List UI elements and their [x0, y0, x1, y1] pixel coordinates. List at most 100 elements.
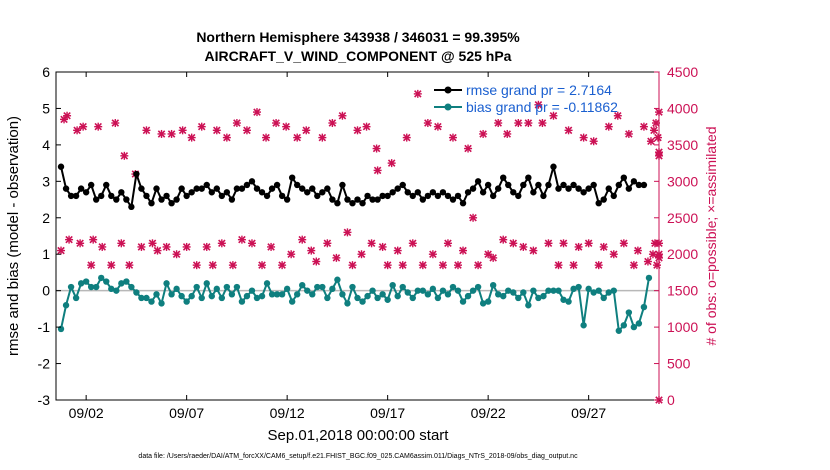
obs-count-marker	[514, 119, 523, 128]
obs-count-marker	[125, 261, 134, 270]
rmse-marker	[570, 181, 577, 189]
obs-count-marker	[197, 122, 206, 131]
rmse-marker	[510, 189, 517, 196]
rmse-marker	[449, 196, 457, 203]
rmse-marker	[143, 192, 150, 200]
bias-marker	[585, 285, 592, 293]
bias-marker	[535, 294, 542, 302]
obs-count-marker	[98, 242, 107, 251]
obs-count-marker	[464, 144, 473, 153]
obs-count-marker	[653, 133, 662, 142]
bias-marker	[98, 274, 105, 282]
rmse-marker	[218, 192, 226, 200]
obs-count-marker	[479, 129, 488, 138]
bias-marker	[178, 292, 185, 300]
obs-count-marker	[157, 129, 166, 138]
obs-count-marker	[323, 239, 332, 248]
obs-count-marker	[367, 239, 376, 248]
bias-marker	[575, 283, 582, 291]
obs-count-marker	[217, 239, 226, 248]
obs-count-marker	[79, 122, 88, 131]
plot-area	[56, 72, 659, 400]
rmse-marker	[77, 185, 85, 192]
obs-count-marker	[267, 242, 276, 251]
bias-marker	[299, 282, 306, 289]
bias-marker	[434, 294, 442, 302]
rmse-marker	[193, 185, 200, 192]
obs-count-marker	[87, 261, 96, 270]
rmse-marker	[183, 192, 190, 200]
bias-marker	[464, 292, 472, 300]
rmse-marker	[484, 181, 492, 189]
rmse-marker	[334, 200, 341, 207]
rmse-marker	[505, 181, 512, 189]
obs-layer	[57, 89, 663, 404]
obs-count-marker	[202, 242, 211, 251]
obs-count-marker	[443, 239, 452, 248]
rmse-marker	[439, 189, 447, 196]
y-tick-right-label: 2000	[667, 246, 698, 262]
bias-marker	[233, 283, 241, 291]
y-axis-right: 0 500 1000 1500 2000 2500 3000 3500 4000 4500	[654, 64, 698, 408]
data-file-footnote: data file: /Users/raeder/DAI/ATM_forcXX/…	[138, 453, 578, 460]
bias-marker	[565, 298, 572, 305]
rmse-marker	[288, 174, 296, 181]
rmse-marker	[620, 174, 628, 181]
obs-count-marker	[107, 261, 116, 270]
y-tick-left-label: -3	[38, 392, 51, 408]
bias-marker	[193, 283, 200, 291]
rmse-marker	[384, 192, 391, 200]
y-tick-right-label: 1500	[667, 283, 698, 299]
y-tick-left-label: 1	[42, 246, 50, 262]
bias-marker	[138, 294, 145, 302]
rmse-marker	[168, 200, 175, 207]
legend-rmse-label: rmse grand pr = 2.7164	[466, 82, 612, 98]
bias-marker	[263, 280, 271, 287]
y-tick-right-label: 0	[667, 392, 675, 408]
rmse-marker	[62, 185, 70, 192]
bias-marker	[364, 292, 371, 300]
y-tick-left-label: 5	[42, 100, 50, 116]
rmse-marker	[108, 192, 115, 200]
obs-count-marker	[242, 126, 251, 135]
bias-marker	[168, 291, 175, 298]
bias-marker	[108, 285, 115, 293]
obs-count-marker	[76, 239, 85, 248]
y-tick-left-label: 0	[42, 283, 50, 299]
obs-count-marker	[178, 126, 187, 135]
obs-count-marker	[624, 129, 633, 138]
obs-count-marker	[378, 242, 387, 251]
obs-count-marker	[111, 119, 120, 128]
bias-marker	[223, 283, 231, 291]
obs-count-marker	[503, 129, 512, 138]
obs-count-marker	[387, 159, 396, 168]
obs-count-marker	[648, 250, 657, 259]
obs-count-marker	[117, 239, 126, 248]
bias-marker	[550, 287, 557, 294]
rmse-marker	[188, 189, 195, 196]
bias-marker	[444, 291, 452, 298]
obs-count-marker	[609, 250, 618, 259]
rmse-marker	[560, 181, 567, 189]
y-tick-right-label: 1000	[667, 319, 698, 335]
obs-count-marker	[519, 242, 528, 251]
rmse-marker	[580, 189, 587, 196]
legend-bias-label: bias grand pr = -0.11862	[466, 99, 618, 115]
obs-count-marker	[639, 122, 648, 131]
bias-marker	[479, 300, 487, 307]
obs-count-marker	[212, 126, 221, 135]
rmse-marker	[394, 185, 401, 192]
rmse-marker	[103, 181, 110, 189]
obs-count-marker	[474, 261, 483, 270]
rmse-marker	[349, 200, 356, 207]
bias-marker	[354, 294, 361, 302]
bias-series	[57, 274, 653, 334]
y-axis-right-label: # of obs: o=possible; ×=assimilated	[703, 126, 719, 345]
bias-marker	[500, 292, 507, 300]
y-tick-right-label: 4500	[667, 64, 698, 80]
bias-marker	[248, 287, 256, 294]
obs-count-marker	[247, 239, 256, 248]
bias-marker	[369, 287, 376, 294]
rmse-marker	[233, 185, 241, 192]
bias-marker	[72, 294, 80, 302]
